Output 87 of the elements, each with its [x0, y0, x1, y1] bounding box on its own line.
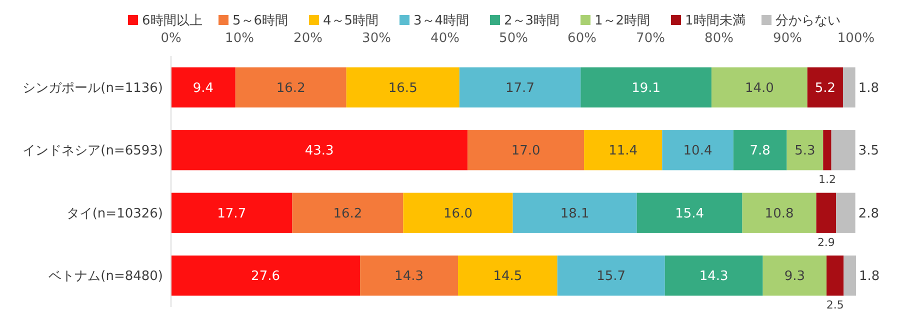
- bar: [557, 256, 665, 296]
- bar: [733, 130, 787, 170]
- bar: [459, 67, 581, 108]
- x-tick-label: 90%: [773, 31, 802, 46]
- legend-label: 4～5時間: [323, 14, 379, 29]
- legend-label: 2～3時間: [504, 14, 560, 29]
- data-label: 16.5: [388, 80, 418, 96]
- bar: [171, 256, 360, 296]
- bar: [636, 192, 742, 233]
- legend-label: 1時間未満: [685, 14, 746, 29]
- bar: [823, 130, 832, 170]
- data-label: 16.0: [444, 206, 472, 222]
- data-label: 1.2: [818, 173, 836, 186]
- bar: [458, 256, 558, 296]
- bar: [171, 192, 292, 233]
- bar: [711, 67, 808, 108]
- x-tick-label: 30%: [362, 31, 391, 46]
- x-tick-label: 20%: [294, 31, 322, 46]
- data-label: 14.3: [699, 269, 728, 284]
- data-label: 18.1: [560, 206, 590, 222]
- bar: [662, 130, 734, 170]
- y-tick-label: タイ(n=10326): [66, 206, 163, 222]
- bar: [762, 256, 827, 296]
- data-label: 2.5: [826, 298, 844, 312]
- data-label: 17.7: [506, 80, 534, 96]
- y-tick-label: インドネシア(n=6593): [22, 144, 163, 159]
- bar: [468, 130, 584, 170]
- bar: [292, 192, 404, 233]
- y-tick-label: ベトナム(n=8480): [48, 269, 163, 284]
- x-tick-label: 70%: [636, 31, 665, 46]
- data-label: 5.2: [814, 80, 836, 96]
- data-label: 14.3: [394, 269, 424, 284]
- bar: [816, 192, 836, 233]
- data-label: 17.7: [217, 206, 246, 222]
- x-tick-label: 10%: [225, 31, 254, 46]
- data-label: 15.4: [675, 206, 704, 222]
- y-tick-label: シンガポール(n=1136): [22, 80, 163, 96]
- x-tick-label: 0%: [160, 31, 182, 46]
- bar: [842, 67, 856, 108]
- legend-label: 6時間以上: [142, 14, 202, 29]
- x-tick-label: 80%: [704, 31, 734, 46]
- data-label: 1.8: [858, 80, 880, 96]
- bar: [235, 67, 346, 108]
- data-label: 2.9: [817, 236, 835, 249]
- x-tick-label: 100%: [837, 31, 875, 46]
- data-label: 3.5: [858, 144, 880, 159]
- data-label: 14.0: [744, 80, 774, 96]
- bar: [171, 130, 468, 170]
- legend-label: 5～6時間: [232, 14, 288, 29]
- data-label: 19.1: [632, 80, 661, 96]
- bar: [403, 192, 513, 233]
- bar: [836, 192, 856, 233]
- bar: [807, 67, 843, 108]
- bar: [844, 256, 856, 296]
- data-label: 7.8: [750, 144, 770, 159]
- bar: [742, 192, 816, 233]
- data-label: 9.4: [192, 80, 214, 96]
- legend-label: 3～4時間: [414, 14, 470, 29]
- data-label: 9.3: [784, 269, 806, 284]
- data-label: 15.7: [596, 269, 626, 284]
- data-label: 16.2: [276, 80, 306, 96]
- data-label: 5.3: [794, 144, 816, 159]
- legend-label: 分からない: [776, 14, 840, 29]
- x-tick-label: 50%: [499, 31, 528, 46]
- bar: [580, 67, 712, 108]
- bar: [512, 192, 637, 233]
- bar: [584, 130, 662, 170]
- bar: [664, 256, 763, 296]
- data-label: 11.4: [608, 144, 638, 159]
- data-label: 16.2: [333, 206, 362, 222]
- bar: [171, 67, 236, 108]
- data-label: 10.8: [764, 206, 794, 222]
- data-label: 10.4: [683, 144, 712, 159]
- bar: [360, 256, 458, 296]
- data-label: 27.6: [251, 269, 280, 284]
- data-label: 1.8: [859, 269, 880, 284]
- data-label: 2.8: [858, 206, 880, 222]
- data-label: 17.0: [511, 144, 540, 159]
- x-tick-label: 40%: [430, 31, 460, 46]
- x-tick-label: 60%: [568, 31, 596, 46]
- bar: [826, 256, 844, 296]
- legend-label: 1～2時間: [594, 14, 650, 29]
- data-label: 43.3: [304, 144, 334, 159]
- data-label: 14.5: [493, 269, 522, 284]
- bar: [786, 130, 824, 170]
- bar: [831, 130, 856, 170]
- bar: [346, 67, 460, 108]
